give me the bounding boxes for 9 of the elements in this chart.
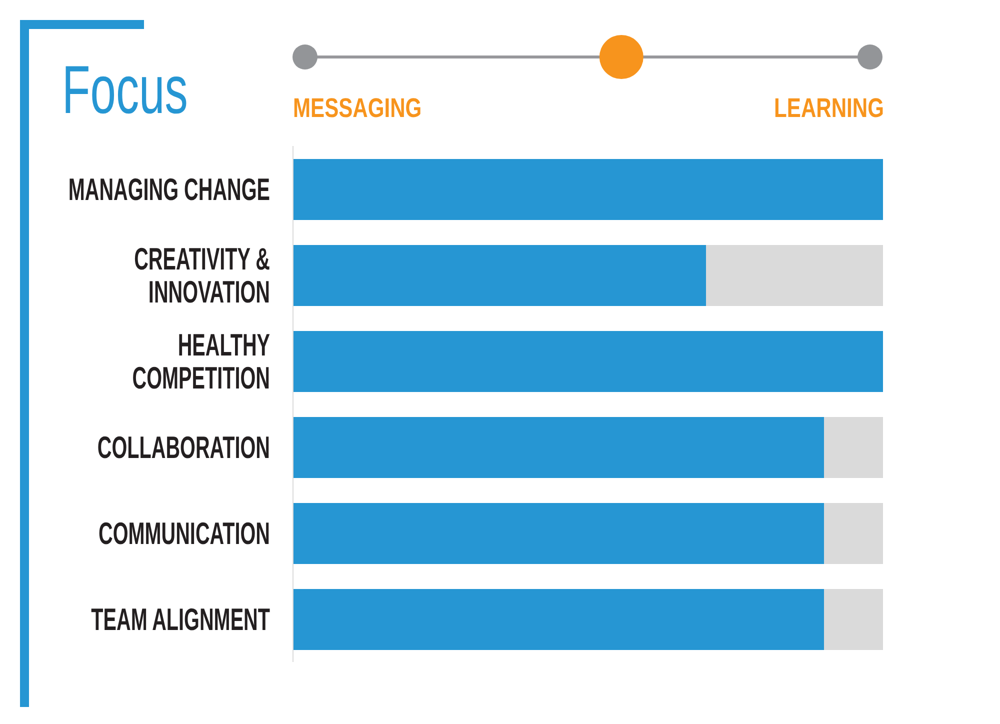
y-tick-label: HEALTHY COMPETITION (132, 327, 270, 396)
chart-title: Focus (62, 52, 188, 128)
y-tick-label: COMMUNICATION (98, 516, 270, 552)
text: LEARNING (774, 94, 884, 124)
y-tick-label: CREATIVITY & INNOVATION (134, 241, 270, 310)
y-tick-label: COLLABORATION (97, 430, 270, 466)
y-tick-label: TEAM ALIGNMENT (91, 602, 270, 638)
text: MESSAGING (293, 94, 422, 124)
y-tick-label: MANAGING CHANGE (68, 172, 270, 208)
